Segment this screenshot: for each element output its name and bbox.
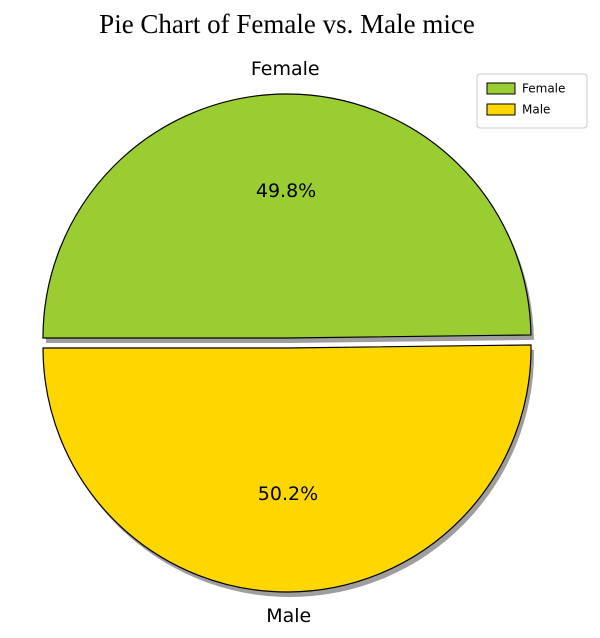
slice-label-male: Male xyxy=(266,605,311,627)
percent-label-male: 50.2% xyxy=(258,483,318,505)
legend-swatch-female xyxy=(486,82,516,95)
legend-label-male: Male xyxy=(522,103,550,117)
legend-swatch-male xyxy=(486,103,516,116)
slice-male xyxy=(42,344,532,593)
percent-label-female: 49.8% xyxy=(256,180,316,202)
legend-label-female: Female xyxy=(522,82,565,96)
legend: Female Male xyxy=(476,73,588,129)
slice-label-female: Female xyxy=(251,58,320,80)
pie-labels: Female 49.8% Male 50.2% xyxy=(251,58,320,627)
slice-female xyxy=(42,93,532,339)
chart-title: Pie Chart of Female vs. Male mice xyxy=(99,9,475,39)
pie-slices xyxy=(42,93,532,593)
